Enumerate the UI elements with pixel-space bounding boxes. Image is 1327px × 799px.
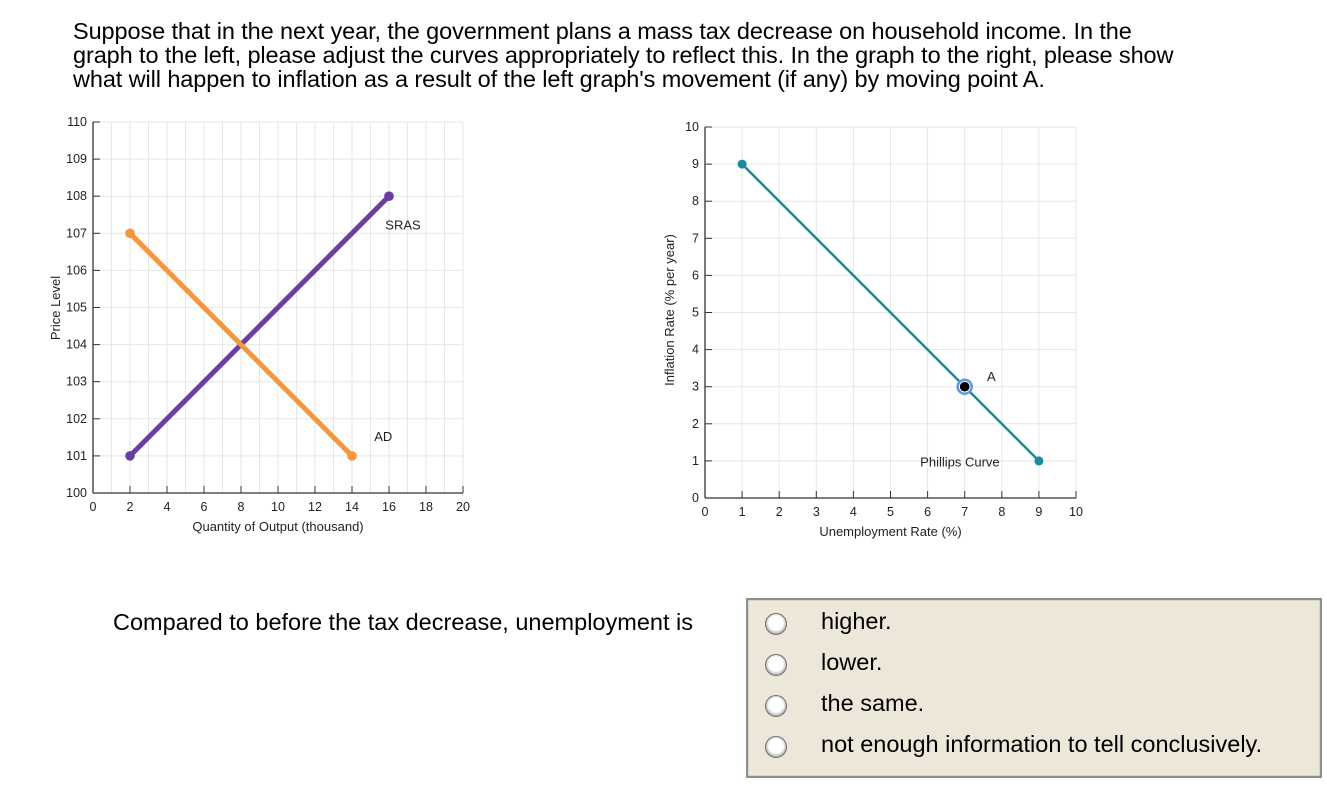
x-tick-label: 1 bbox=[739, 505, 746, 519]
x-tick-label: 16 bbox=[382, 500, 396, 514]
y-tick-label: 109 bbox=[66, 152, 87, 166]
gridlines bbox=[705, 126, 1077, 498]
y-tick-label: 103 bbox=[66, 375, 87, 389]
y-tick-label: 2 bbox=[692, 417, 699, 431]
y-tick-label: 108 bbox=[66, 189, 87, 203]
choice-label: the same. bbox=[821, 690, 925, 716]
radio-button[interactable] bbox=[765, 613, 787, 635]
x-tick-label: 8 bbox=[238, 500, 245, 514]
y-tick-label: 1 bbox=[692, 454, 699, 468]
plot-area[interactable]: 0 1 2 3 4 5 6 7 8 9 10 0 1 2 3 4 5 6 7 8 9 10 Unemployment Rat… bbox=[662, 120, 1083, 539]
curve-label: Phillips Curve bbox=[920, 454, 999, 469]
x-tick-label: 14 bbox=[345, 500, 359, 514]
x-tick-label: 2 bbox=[776, 505, 783, 519]
y-tick-label: 106 bbox=[66, 263, 87, 277]
x-tick-label: 4 bbox=[164, 500, 171, 514]
y-tick-label: 105 bbox=[66, 301, 87, 315]
gridlines bbox=[93, 121, 464, 493]
y-tick-label: 102 bbox=[66, 412, 87, 426]
x-tick-label: 9 bbox=[1035, 505, 1042, 519]
y-tick-label: 7 bbox=[692, 231, 699, 245]
x-axis-label: Unemployment Rate (%) bbox=[819, 524, 961, 539]
plot-area[interactable]: 100 101 102 103 104 105 106 107 108 109 110 0 2 4 6 8 10… bbox=[48, 115, 470, 534]
x-tick-label: 20 bbox=[456, 500, 470, 514]
curve-phillips-curve[interactable]: Phillips Curve bbox=[737, 159, 1044, 470]
y-tick-label: 9 bbox=[692, 157, 699, 171]
curve-sras[interactable]: SRAS bbox=[125, 191, 421, 461]
curve-endpoint-handle[interactable] bbox=[737, 159, 747, 169]
curve-ad[interactable]: AD bbox=[125, 228, 392, 461]
y-tick-label: 5 bbox=[692, 306, 699, 320]
y-tick-label: 110 bbox=[67, 115, 87, 129]
curve-label: AD bbox=[374, 429, 392, 444]
x-tick-label: 5 bbox=[887, 505, 894, 519]
question-text: Compared to before the tax decrease, une… bbox=[113, 609, 693, 635]
x-tick-label: 0 bbox=[90, 500, 97, 514]
y-tick-label: 8 bbox=[692, 194, 699, 208]
choice-label: higher. bbox=[821, 608, 892, 634]
choice-label: lower. bbox=[821, 649, 883, 675]
choice-higher[interactable]: higher. bbox=[748, 606, 1320, 646]
x-tick-label: 12 bbox=[308, 500, 322, 514]
x-tick-label: 0 bbox=[702, 505, 709, 519]
y-tick-label: 10 bbox=[685, 120, 699, 134]
x-tick-label: 18 bbox=[419, 500, 433, 514]
prompt-line: graph to the left, please adjust the cur… bbox=[73, 42, 1174, 68]
radio-button[interactable] bbox=[765, 654, 787, 676]
answer-choices: higher. lower. the same. not enough info… bbox=[746, 598, 1322, 778]
y-tick-label: 104 bbox=[66, 338, 87, 352]
radio-button[interactable] bbox=[765, 736, 787, 758]
y-tick-label: 107 bbox=[66, 226, 87, 240]
x-tick-label: 4 bbox=[850, 505, 857, 519]
x-tick-label: 7 bbox=[961, 505, 968, 519]
curve-endpoint-handle[interactable] bbox=[347, 451, 357, 461]
y-tick-label: 6 bbox=[692, 268, 699, 282]
y-axis-label: Inflation Rate (% per year) bbox=[662, 234, 677, 386]
x-tick-label: 10 bbox=[271, 500, 285, 514]
y-tick-label: 0 bbox=[692, 491, 699, 505]
point-a[interactable]: A bbox=[956, 369, 996, 395]
point-label: A bbox=[987, 369, 996, 384]
y-tick-label: 4 bbox=[692, 343, 699, 357]
x-tick-label: 6 bbox=[201, 500, 208, 514]
x-tick-label: 6 bbox=[924, 505, 931, 519]
x-tick-label: 3 bbox=[813, 505, 820, 519]
y-tick-label: 3 bbox=[692, 380, 699, 394]
curve-endpoint-handle[interactable] bbox=[1034, 456, 1044, 466]
curve-label: SRAS bbox=[385, 218, 421, 233]
curve-endpoint-handle[interactable] bbox=[125, 228, 135, 239]
y-axis-label: Price Level bbox=[48, 276, 63, 340]
choice-label: not enough information to tell conclusiv… bbox=[821, 731, 1263, 757]
x-tick-label: 2 bbox=[127, 500, 134, 514]
curve-endpoint-handle[interactable] bbox=[125, 451, 135, 461]
x-tick-label: 8 bbox=[998, 505, 1005, 519]
prompt-text: Suppose that in the next year, the gover… bbox=[73, 19, 1303, 91]
y-tick-label: 100 bbox=[66, 486, 87, 500]
x-tick-label: 10 bbox=[1069, 505, 1083, 519]
choice-same[interactable]: the same. bbox=[748, 688, 1320, 728]
choice-lower[interactable]: lower. bbox=[748, 647, 1320, 687]
prompt-line: what will happen to inflation as a resul… bbox=[73, 66, 1045, 92]
curve-endpoint-handle[interactable] bbox=[384, 191, 394, 201]
y-tick-label: 101 bbox=[66, 449, 87, 463]
prompt-line: Suppose that in the next year, the gover… bbox=[73, 18, 1132, 44]
choice-not-enough-info[interactable]: not enough information to tell conclusiv… bbox=[748, 729, 1320, 769]
x-axis-label: Quantity of Output (thousand) bbox=[192, 519, 363, 534]
radio-button[interactable] bbox=[765, 695, 787, 717]
